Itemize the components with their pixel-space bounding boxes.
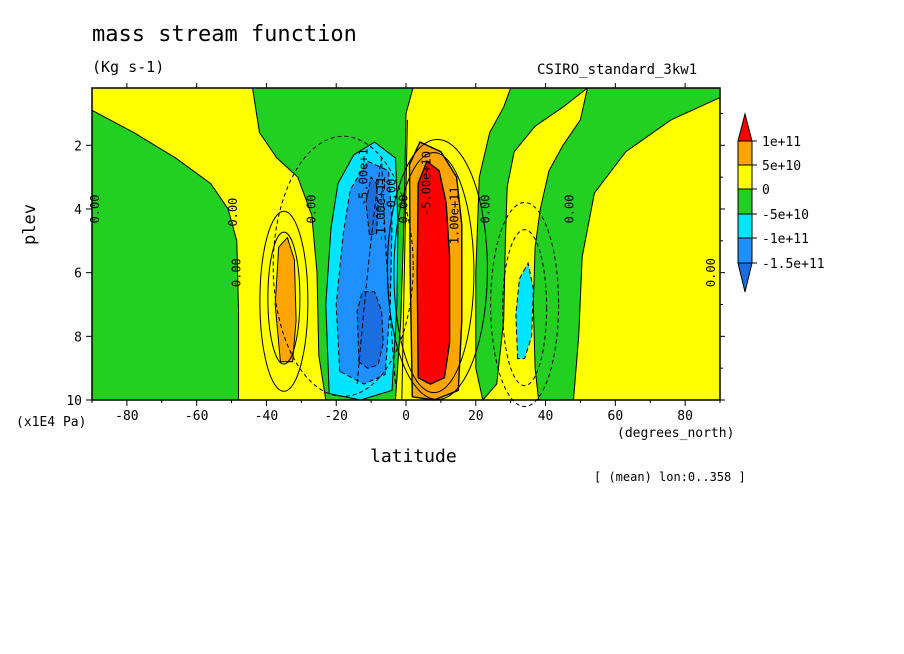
x-tick-label: -20 [324,409,347,424]
colorbar-bottom-triangle [737,262,753,293]
contour-label-5: 0.00 [397,195,411,224]
north-ferrel-core [515,261,534,360]
contour-label-9: -5.00e+1 [357,148,371,206]
chart-title: mass stream function [92,22,357,47]
contour-label-7: 0.00 [562,195,576,224]
y-tick-label: 2 [74,139,82,154]
y-axis-label: plev [20,204,40,245]
colorbar-segment [737,188,753,215]
contour-label-8: -1.00e+11 [374,176,388,241]
north-cell-1e11 [416,160,451,385]
y-tick-label: 10 [66,394,82,409]
contour-label-11: -5.00e+10 [419,151,433,216]
x-tick-label: -40 [255,409,278,424]
colorbar-segment [737,164,753,190]
colorbar-label: -5e+10 [762,208,809,223]
south-ferrel-contour-outer [267,231,301,365]
colorbar-label: 1e+11 [762,135,801,150]
contour-label-6: 0.00 [479,195,493,224]
x-tick-label: 0 [402,409,410,424]
region-north-subtropical-negative [475,87,589,402]
colorbar: 1e+11 5e+10 0 -5e+10 -1e+11 -1.5e+11 [737,112,825,293]
north-ferrel-contour-outer [490,201,560,407]
colorbar-top-triangle [737,112,753,142]
contour-label-east: 0.00 [704,258,718,287]
colorbar-segment [737,213,753,239]
colorbar-segment [737,237,753,264]
x-axis-label: latitude [370,446,457,467]
y-tick-label: 4 [74,203,82,218]
x-tick-label: -80 [115,409,138,424]
x-tick-label: 40 [538,409,554,424]
south-cell-inner-dashed [356,157,383,385]
averaging-note: [ (mean) lon:0..358 ] [594,470,746,484]
zero-contour-south [91,109,240,400]
y-tick-label: 6 [74,267,82,282]
y-tick-label: 8 [74,330,82,345]
south-cell-outer-dashed [272,135,414,397]
model-name: CSIRO_standard_3kw1 [537,62,698,78]
region-south-negative [92,88,239,400]
x-axis-units: (degrees_north) [617,426,735,441]
x-tick-label: 20 [468,409,484,424]
south-cell-core-upper [365,175,379,235]
colorbar-label: -1.5e+11 [762,257,825,272]
north-cell-middle-contour [393,152,475,394]
contour-label-10: 1.00e+11 [447,186,461,244]
north-ferrel-contour-inner [502,229,548,387]
contour-label-3: 0.00 [304,195,318,224]
x-tick-label: 60 [608,409,624,424]
contour-label-1: 0.00 [226,198,240,227]
colorbar-segment [737,140,753,166]
south-ferrel-core [274,236,297,363]
x-tick-label: 80 [677,409,693,424]
contour-label-4: 0.00 [385,179,399,208]
south-ferrel-contour-middle [259,210,309,392]
contour-label-2: 0.00 [229,258,243,287]
chart-units: (Kg s-1) [92,58,165,76]
colorbar-label: 5e+10 [762,159,801,174]
x-tick-label: -60 [185,409,208,424]
colorbar-label: -1e+11 [762,232,809,247]
y-axis-units: (x1E4 Pa) [16,415,87,430]
colorbar-label: 0 [762,183,770,198]
south-cell-inner-dashed-2 [381,158,397,385]
